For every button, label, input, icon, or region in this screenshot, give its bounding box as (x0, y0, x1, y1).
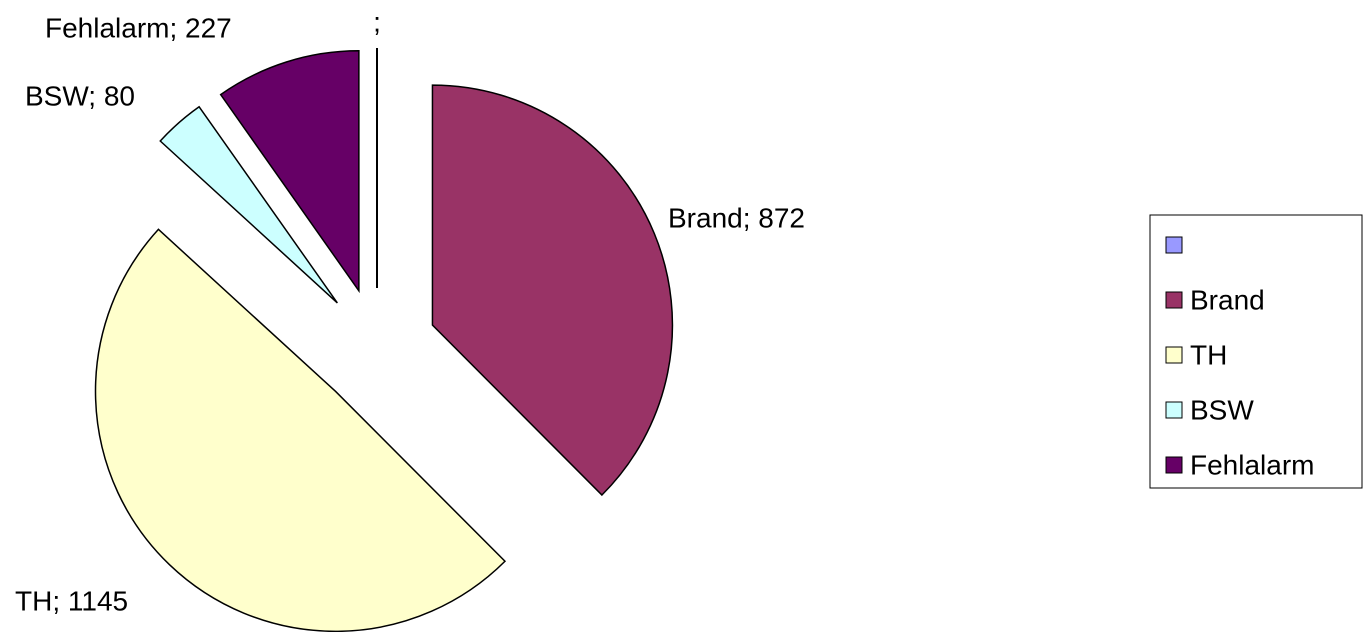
legend-label: TH (1190, 339, 1227, 370)
data-label: ; (373, 6, 381, 37)
legend-swatch (1165, 236, 1183, 254)
pie-slice (431, 84, 674, 497)
pie-slice (219, 50, 360, 294)
legend-swatch (1165, 456, 1183, 474)
legend-swatch (1165, 401, 1183, 419)
legend-label: BSW (1190, 394, 1254, 425)
pie-slice (159, 105, 338, 304)
legend-swatch (1165, 291, 1183, 309)
data-label: TH; 1145 (15, 585, 128, 616)
legend-box (1149, 214, 1363, 489)
legend-swatch (1165, 346, 1183, 364)
legend-label: Brand (1190, 284, 1265, 315)
data-label: BSW; 80 (25, 80, 135, 111)
pie-slice (94, 228, 507, 632)
data-label: Brand; 872 (668, 202, 805, 233)
legend-label: Fehlalarm (1190, 449, 1314, 480)
data-label: Fehlalarm; 227 (45, 12, 232, 43)
